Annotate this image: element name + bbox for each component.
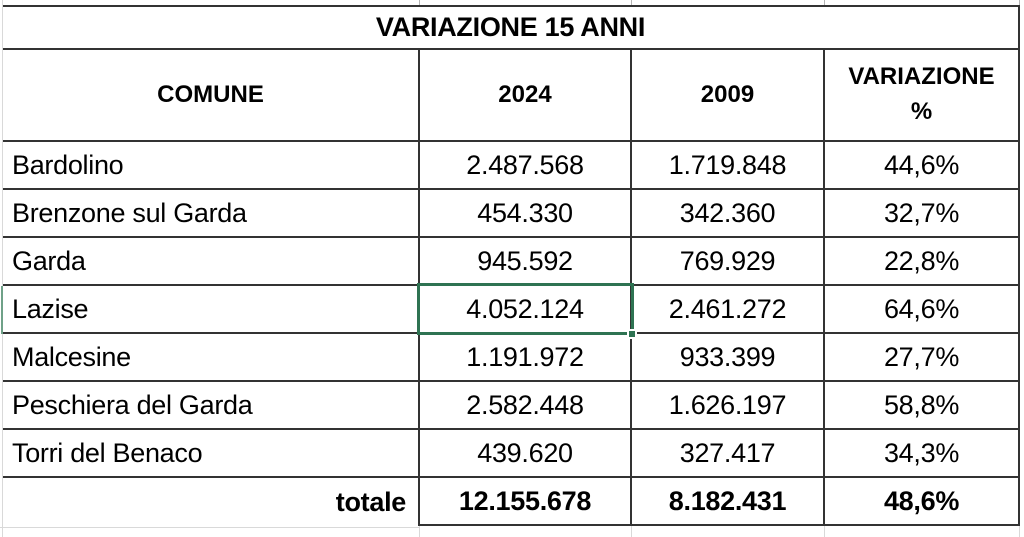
cell-comune[interactable]: Lazise — [3, 286, 420, 334]
cell-variazione[interactable]: 32,7% — [825, 190, 1020, 238]
table-title-cell[interactable]: VARIAZIONE 15 ANNI — [3, 5, 1020, 50]
gridline — [631, 0, 632, 5]
header-variazione-label: VARIAZIONE % — [848, 63, 995, 125]
cell-variazione[interactable]: 27,7% — [825, 334, 1020, 382]
cell-comune[interactable]: Garda — [3, 238, 420, 286]
variation-table: VARIAZIONE 15 ANNI COMUNE 2024 2009 VARI… — [3, 5, 1020, 526]
cell-comune[interactable]: Malcesine — [3, 334, 420, 382]
cell-variazione[interactable]: 64,6% — [825, 286, 1020, 334]
cell-comune[interactable]: Peschiera del Garda — [3, 382, 420, 430]
gridline — [1019, 0, 1020, 5]
cell-2009[interactable]: 1.626.197 — [632, 382, 825, 430]
cell-2024[interactable]: 945.592 — [420, 238, 632, 286]
total-2009[interactable]: 8.182.431 — [632, 478, 825, 526]
cell-2024[interactable]: 454.330 — [420, 190, 632, 238]
header-2024[interactable]: 2024 — [420, 50, 632, 142]
gridline — [2, 0, 3, 537]
cell-2024[interactable]: 439.620 — [420, 430, 632, 478]
header-2009[interactable]: 2009 — [632, 50, 825, 142]
cell-variazione[interactable]: 58,8% — [825, 382, 1020, 430]
header-2024-label: 2024 — [498, 81, 552, 108]
cell-variazione[interactable]: 44,6% — [825, 142, 1020, 190]
cell-variazione[interactable]: 34,3% — [825, 430, 1020, 478]
header-comune[interactable]: COMUNE — [3, 50, 420, 142]
cell-2024[interactable]: 2.487.568 — [420, 142, 632, 190]
fill-handle[interactable] — [627, 329, 637, 339]
cell-2024[interactable]: 1.191.972 — [420, 334, 632, 382]
total-label-cell[interactable]: totale — [3, 478, 420, 526]
cell-2009[interactable]: 342.360 — [632, 190, 825, 238]
cell-comune[interactable]: Torri del Benaco — [3, 430, 420, 478]
total-2024[interactable]: 12.155.678 — [420, 478, 632, 526]
gridline — [0, 527, 420, 528]
cell-2009[interactable]: 933.399 — [632, 334, 825, 382]
cell-variazione[interactable]: 22,8% — [825, 238, 1020, 286]
cell-2009[interactable]: 1.719.848 — [632, 142, 825, 190]
selected-row-indicator — [1, 286, 3, 334]
header-2009-label: 2009 — [700, 81, 755, 108]
gridline — [824, 526, 825, 537]
cell-comune[interactable]: Brenzone sul Garda — [3, 190, 420, 238]
cell-2024-selected[interactable]: 4.052.124 — [420, 286, 632, 334]
gridline — [419, 526, 420, 537]
cell-comune[interactable]: Bardolino — [3, 142, 420, 190]
total-label: totale — [335, 486, 407, 517]
gridline — [631, 526, 632, 537]
gridline — [419, 0, 420, 5]
table-title: VARIAZIONE 15 ANNI — [375, 12, 646, 42]
total-variazione[interactable]: 48,6% — [825, 478, 1020, 526]
gridline — [824, 0, 825, 5]
gridline — [1019, 526, 1020, 537]
cell-2024[interactable]: 2.582.448 — [420, 382, 632, 430]
header-variazione[interactable]: VARIAZIONE % — [825, 50, 1020, 142]
cell-2009[interactable]: 327.417 — [632, 430, 825, 478]
cell-2009[interactable]: 769.929 — [632, 238, 825, 286]
header-comune-label: COMUNE — [157, 81, 264, 108]
cell-2009[interactable]: 2.461.272 — [632, 286, 825, 334]
